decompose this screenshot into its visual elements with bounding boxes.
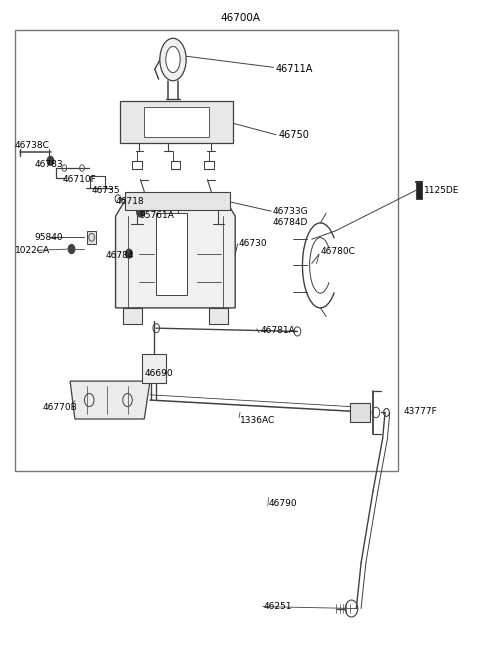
Text: 1022CA: 1022CA bbox=[15, 246, 50, 255]
Text: 46733G: 46733G bbox=[273, 207, 308, 215]
Text: 46784D: 46784D bbox=[273, 217, 308, 227]
Circle shape bbox=[68, 244, 75, 253]
Text: 1125DE: 1125DE bbox=[424, 186, 459, 195]
Text: 46690: 46690 bbox=[144, 369, 173, 378]
Bar bbox=[156, 213, 187, 295]
Polygon shape bbox=[123, 308, 142, 324]
Text: 46710F: 46710F bbox=[63, 175, 96, 183]
Polygon shape bbox=[209, 308, 228, 324]
Text: 95840: 95840 bbox=[34, 233, 63, 242]
Text: 1336AC: 1336AC bbox=[240, 416, 275, 425]
Text: 46735: 46735 bbox=[92, 186, 120, 195]
Text: 95761A: 95761A bbox=[140, 210, 174, 219]
Text: 46781A: 46781A bbox=[260, 326, 295, 335]
Polygon shape bbox=[70, 381, 150, 419]
Circle shape bbox=[137, 206, 144, 217]
Text: 46784: 46784 bbox=[106, 251, 134, 260]
Circle shape bbox=[126, 249, 132, 258]
Bar bbox=[15, 30, 398, 472]
Circle shape bbox=[47, 157, 54, 166]
Text: 46750: 46750 bbox=[278, 130, 309, 140]
Ellipse shape bbox=[166, 47, 180, 73]
Bar bbox=[142, 354, 166, 383]
Bar bbox=[350, 403, 370, 422]
Text: 46730: 46730 bbox=[239, 239, 268, 248]
Text: 46738C: 46738C bbox=[15, 141, 50, 150]
Text: 46780C: 46780C bbox=[321, 247, 355, 256]
Bar bbox=[125, 191, 230, 210]
Text: 46790: 46790 bbox=[269, 500, 297, 508]
Text: 46718: 46718 bbox=[116, 197, 144, 206]
Text: 46783: 46783 bbox=[34, 160, 63, 168]
Ellipse shape bbox=[160, 38, 186, 81]
Text: 43777F: 43777F bbox=[404, 407, 437, 416]
Polygon shape bbox=[116, 200, 235, 308]
Text: 46711A: 46711A bbox=[276, 64, 313, 74]
Text: 46700A: 46700A bbox=[220, 12, 260, 23]
Bar bbox=[416, 182, 422, 198]
FancyBboxPatch shape bbox=[144, 107, 209, 138]
Text: 46251: 46251 bbox=[264, 602, 292, 611]
FancyBboxPatch shape bbox=[120, 101, 233, 143]
Bar bbox=[87, 231, 96, 244]
Text: 46770B: 46770B bbox=[43, 403, 78, 412]
